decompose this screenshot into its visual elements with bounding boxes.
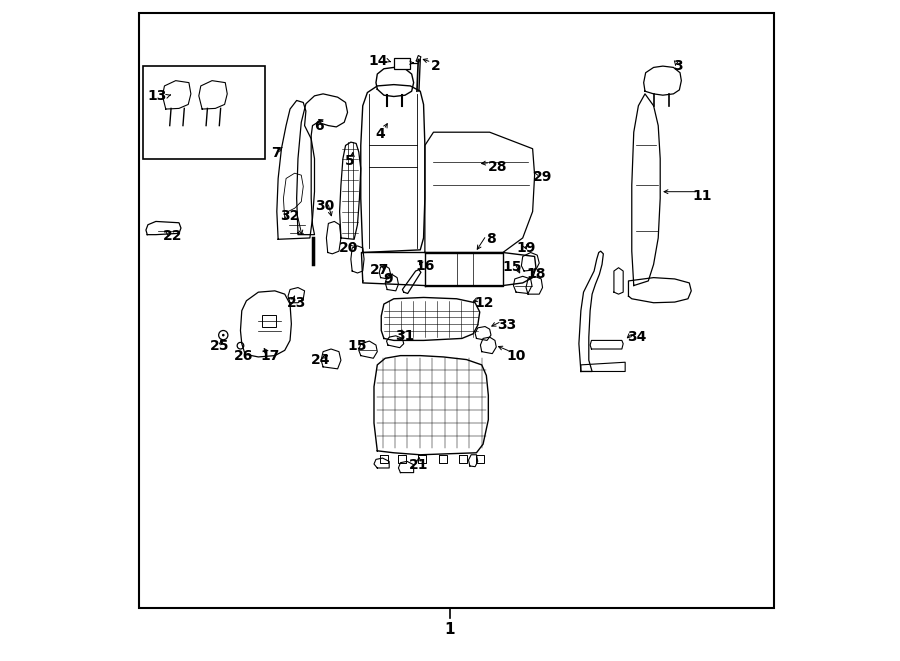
Text: 4: 4 bbox=[375, 126, 385, 141]
Polygon shape bbox=[240, 291, 292, 357]
Text: 15: 15 bbox=[502, 260, 522, 274]
Polygon shape bbox=[199, 81, 227, 109]
Bar bbox=[262, 315, 276, 327]
Polygon shape bbox=[580, 362, 626, 371]
Text: 11: 11 bbox=[693, 188, 712, 203]
Text: 20: 20 bbox=[338, 241, 358, 255]
Text: 10: 10 bbox=[507, 348, 526, 363]
Polygon shape bbox=[288, 288, 304, 303]
Text: 27: 27 bbox=[370, 262, 390, 277]
Polygon shape bbox=[361, 85, 425, 253]
Polygon shape bbox=[476, 455, 483, 463]
Polygon shape bbox=[514, 276, 532, 293]
Text: 7: 7 bbox=[271, 146, 281, 161]
Polygon shape bbox=[402, 270, 421, 293]
Polygon shape bbox=[351, 246, 364, 273]
Polygon shape bbox=[418, 455, 427, 463]
Text: 14: 14 bbox=[369, 54, 389, 68]
Polygon shape bbox=[379, 266, 391, 279]
Polygon shape bbox=[628, 278, 691, 303]
Polygon shape bbox=[590, 340, 623, 349]
Polygon shape bbox=[321, 349, 341, 369]
Text: 12: 12 bbox=[474, 295, 494, 310]
Polygon shape bbox=[469, 455, 478, 467]
Text: 9: 9 bbox=[383, 272, 393, 286]
Polygon shape bbox=[579, 251, 603, 371]
Text: 16: 16 bbox=[415, 258, 435, 273]
Polygon shape bbox=[475, 327, 491, 340]
Text: 29: 29 bbox=[533, 170, 553, 184]
Text: 33: 33 bbox=[497, 318, 517, 332]
Text: 31: 31 bbox=[395, 329, 415, 344]
Text: 13: 13 bbox=[148, 89, 166, 103]
Polygon shape bbox=[521, 253, 539, 271]
Text: 23: 23 bbox=[287, 295, 306, 310]
Text: 15: 15 bbox=[347, 339, 367, 354]
Text: 24: 24 bbox=[310, 353, 330, 368]
Polygon shape bbox=[644, 66, 681, 95]
Polygon shape bbox=[362, 253, 536, 286]
Polygon shape bbox=[374, 356, 489, 455]
Text: 19: 19 bbox=[517, 241, 535, 255]
Text: 28: 28 bbox=[488, 159, 508, 174]
Polygon shape bbox=[359, 341, 377, 358]
Text: 2: 2 bbox=[430, 59, 440, 73]
Polygon shape bbox=[439, 455, 447, 463]
Polygon shape bbox=[399, 461, 414, 473]
Text: 6: 6 bbox=[314, 118, 324, 133]
Polygon shape bbox=[386, 336, 404, 348]
Polygon shape bbox=[614, 268, 623, 294]
Text: 22: 22 bbox=[163, 229, 182, 243]
Text: 30: 30 bbox=[315, 199, 335, 214]
Polygon shape bbox=[526, 276, 543, 294]
Polygon shape bbox=[376, 67, 414, 97]
Text: 5: 5 bbox=[345, 154, 355, 169]
Polygon shape bbox=[459, 455, 467, 463]
Polygon shape bbox=[297, 94, 347, 235]
Text: 8: 8 bbox=[486, 232, 496, 247]
Text: 1: 1 bbox=[445, 622, 455, 637]
Text: 18: 18 bbox=[526, 267, 545, 282]
Text: 21: 21 bbox=[410, 458, 428, 473]
Polygon shape bbox=[327, 221, 341, 254]
Polygon shape bbox=[385, 274, 399, 291]
Polygon shape bbox=[399, 455, 407, 463]
Polygon shape bbox=[481, 337, 496, 354]
Text: 26: 26 bbox=[233, 348, 253, 363]
Polygon shape bbox=[163, 81, 191, 109]
Polygon shape bbox=[382, 297, 480, 340]
Polygon shape bbox=[339, 142, 361, 239]
Text: 32: 32 bbox=[280, 209, 299, 223]
Polygon shape bbox=[417, 56, 421, 62]
Polygon shape bbox=[374, 458, 389, 468]
Circle shape bbox=[222, 334, 225, 336]
Polygon shape bbox=[632, 94, 661, 286]
Bar bbox=[142, 66, 265, 159]
Text: 3: 3 bbox=[673, 59, 683, 73]
Polygon shape bbox=[425, 132, 535, 253]
Polygon shape bbox=[277, 100, 314, 239]
Polygon shape bbox=[146, 221, 181, 235]
Text: 25: 25 bbox=[211, 339, 230, 354]
Polygon shape bbox=[425, 253, 503, 286]
Bar bbox=[394, 58, 410, 69]
Text: 17: 17 bbox=[260, 348, 280, 363]
Polygon shape bbox=[380, 455, 388, 463]
Text: 34: 34 bbox=[627, 330, 647, 344]
